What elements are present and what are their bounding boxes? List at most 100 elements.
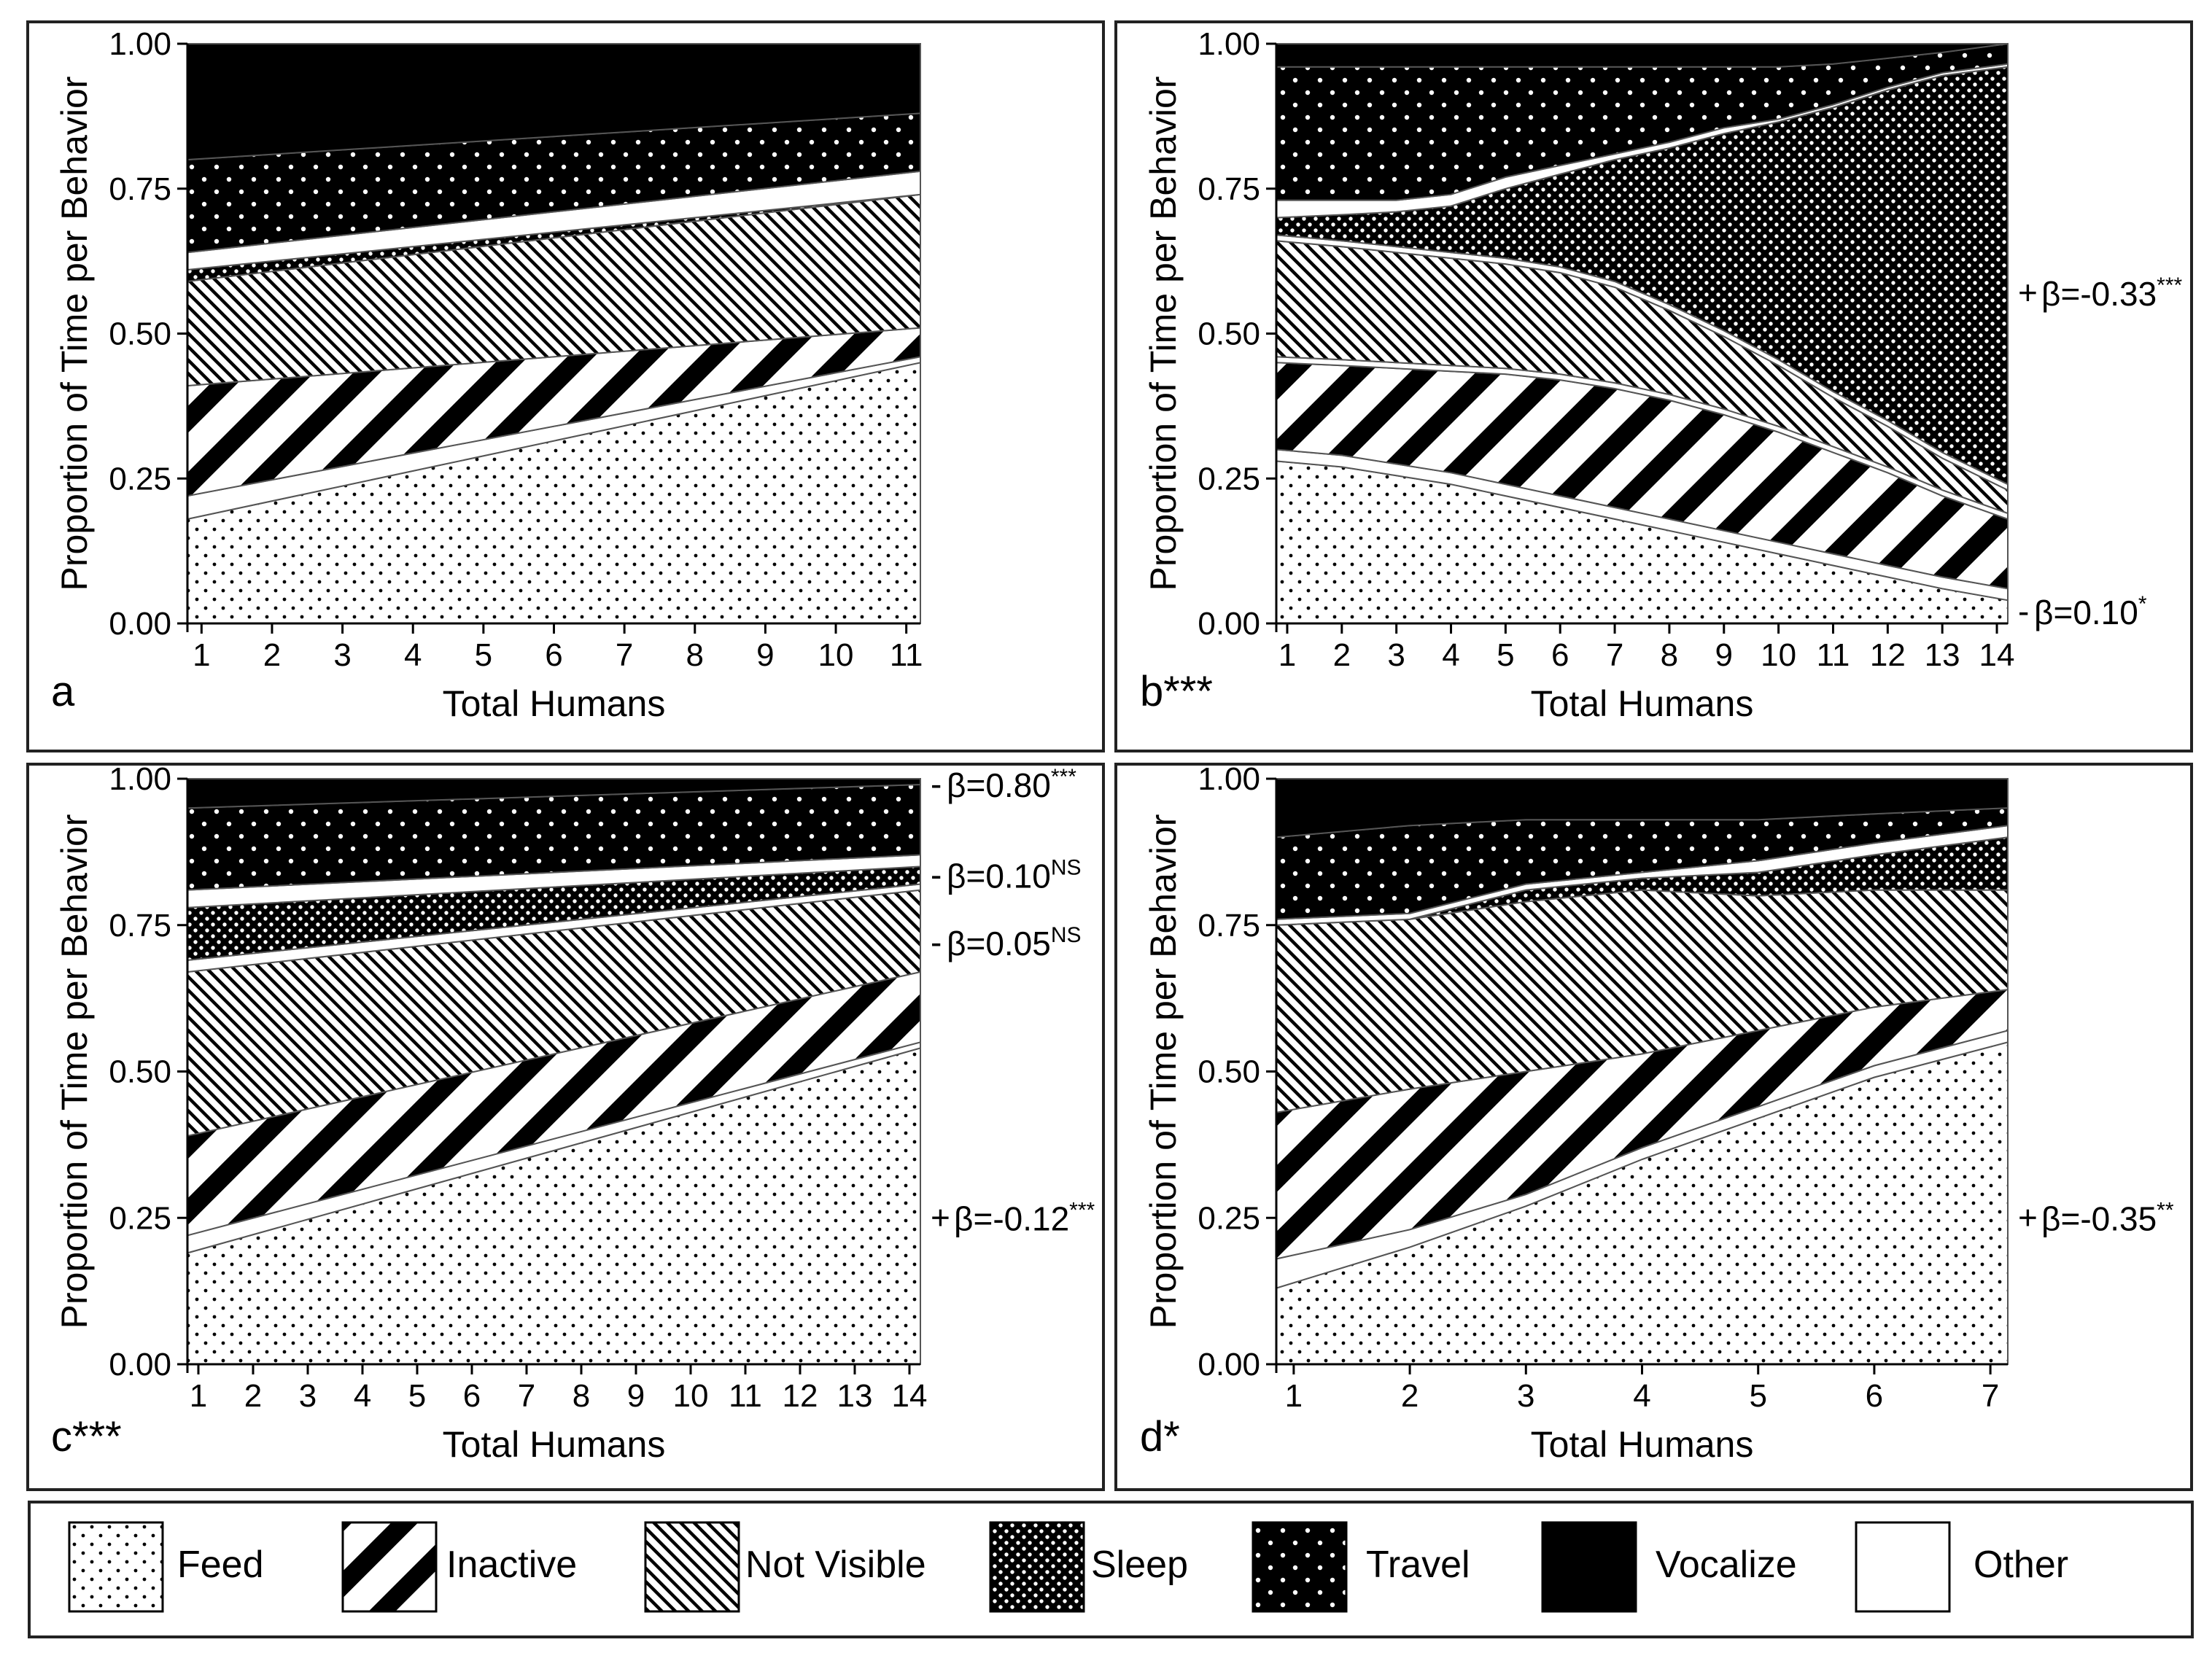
panel-b-xtick-label: 12 <box>1870 637 1906 673</box>
panel-c-areas <box>187 778 921 1365</box>
legend-swatch-vocalize <box>1541 1521 1637 1613</box>
panel-b: 0.000.250.500.751.001 2 3 4 5 6 7 8 9 10 11 12 13 14T… <box>1114 20 2193 752</box>
legend-swatch-feed <box>68 1521 164 1613</box>
panel-c-ytick-label: 0.50 <box>109 1054 171 1090</box>
panel-d-area-vocalize-7 <box>1276 778 2009 839</box>
panel-c-beta-text: β=0.10NS <box>947 855 1082 895</box>
panel-a-ytick-label: 1.00 <box>109 26 171 62</box>
legend-swatch-travel <box>1251 1521 1348 1613</box>
panel-d-ytick-label: 0.50 <box>1198 1054 1260 1090</box>
panel-b-label: b*** <box>1140 668 1213 715</box>
panel-d-xtick-label: 1 <box>1285 1378 1303 1414</box>
legend-swatch-notvisible <box>644 1521 740 1613</box>
panel-a-xtick-label: 7 <box>616 637 633 673</box>
panel-d-areas <box>1276 778 2009 1365</box>
panel-c-ytick-label: 1.00 <box>109 761 171 797</box>
panel-c-beta-sign: - <box>931 923 942 961</box>
panel-c-ytick-label: 0.00 <box>109 1347 171 1382</box>
panel-c-xtick-label: 12 <box>783 1378 818 1414</box>
panel-b-beta-annotation: - β=0.10* <box>2018 592 2147 631</box>
legend-swatch-inactive <box>341 1521 438 1613</box>
panel-b-ytick-label: 1.00 <box>1198 26 1260 62</box>
panel-a-ytick-label: 0.00 <box>109 606 171 642</box>
panel-b-xtick-label: 11 <box>1817 637 1850 673</box>
panel-b-xtick-label: 4 <box>1442 637 1459 673</box>
legend-swatch-sleep <box>989 1521 1085 1613</box>
legend-swatch-other <box>1855 1521 1951 1613</box>
legend-label-other: Other <box>1974 1544 2068 1586</box>
panel-b-x-label: Total Humans <box>1531 683 1754 724</box>
panel-a-xtick-label: 1 <box>193 637 210 673</box>
panel-b-xtick-label: 2 <box>1333 637 1351 673</box>
panel-a-xtick-label: 2 <box>263 637 281 673</box>
panel-b-area-vocalize-9 <box>1276 43 2009 68</box>
panel-b-xtick-label: 10 <box>1761 637 1796 673</box>
panel-b-beta-sign: - <box>2018 592 2029 630</box>
panel-d-y-label: Proportion of Time per Behavior <box>1143 814 1184 1329</box>
panel-c-ytick-label: 0.25 <box>109 1200 171 1236</box>
legend-label-notvisible: Not Visible <box>745 1544 926 1586</box>
panel-c-beta-annotation: - β=0.80*** <box>931 765 1076 804</box>
panel-c-xtick-label: 2 <box>244 1378 262 1414</box>
panel-d-xtick-label: 7 <box>1982 1378 1999 1414</box>
panel-c-frame <box>26 763 1105 1491</box>
panel-c-xtick-label: 6 <box>463 1378 481 1414</box>
panel-a-xtick-label: 11 <box>890 637 923 673</box>
panel-b-xtick-label: 5 <box>1497 637 1514 673</box>
panel-a-frame <box>26 20 1105 752</box>
legend-label-sleep: Sleep <box>1091 1544 1188 1586</box>
panel-c-beta-annotation: - β=0.05NS <box>931 923 1082 962</box>
panel-d-xtick-label: 5 <box>1749 1378 1766 1414</box>
panel-b-xtick-label: 8 <box>1661 637 1678 673</box>
panel-b-areas <box>1276 42 2009 624</box>
panel-a-xtick-label: 4 <box>404 637 422 673</box>
panel-b-beta-text: β=0.10* <box>2034 592 2147 631</box>
panel-c-beta-text: β=-0.12*** <box>954 1198 1095 1237</box>
panel-d-x-label: Total Humans <box>1531 1424 1754 1465</box>
panel-c-xtick-label: 13 <box>837 1378 873 1414</box>
panel-c-xtick-label: 4 <box>354 1378 371 1414</box>
panel-a: 0.00 0.25 0.50 0.75 1.00 1 2 3 4 5 6 7 8 9 10 11 Total H… <box>26 20 1105 752</box>
panel-a-ytick-label: 0.75 <box>109 171 171 207</box>
panel-b-xtick-label: 9 <box>1715 637 1733 673</box>
panel-b-frame <box>1114 20 2193 752</box>
panel-a-ytick-label: 0.25 <box>109 461 171 497</box>
panel-a-xtick-label: 6 <box>545 637 562 673</box>
panel-c-xtick-label: 7 <box>518 1378 535 1414</box>
panel-c: 0.000.250.500.751.001 2 3 4 5 6 7 8 9 10 11 12 13 14T… <box>26 761 1105 1491</box>
panel-c-xtick-label: 3 <box>299 1378 317 1414</box>
panel-c-beta-sign: + <box>931 1198 950 1236</box>
panel-b-ytick-label: 0.50 <box>1198 316 1260 352</box>
panel-b-beta-text: β=-0.33*** <box>2041 273 2183 313</box>
panel-c-xtick-label: 10 <box>673 1378 709 1414</box>
panel-a-x-label: Total Humans <box>443 683 666 724</box>
panel-b-ytick-label: 0.00 <box>1198 606 1260 642</box>
panel-d-beta-sign: + <box>2018 1198 2038 1236</box>
panel-d-beta-text: β=-0.35** <box>2041 1198 2174 1237</box>
panel-c-ytick-label: 0.75 <box>109 908 171 944</box>
legend-label-inactive: Inactive <box>446 1544 577 1586</box>
panel-c-beta-annotation: + β=-0.12*** <box>931 1198 1095 1237</box>
panel-c-xtick-label: 8 <box>573 1378 590 1414</box>
panel-a-ytick-label: 0.50 <box>109 316 171 352</box>
panel-b-ytick-label: 0.25 <box>1198 461 1260 497</box>
panel-b-xtick-label: 7 <box>1606 637 1623 673</box>
panel-a-xtick-label: 8 <box>686 637 704 673</box>
legend-label-feed: Feed <box>177 1544 264 1586</box>
panel-d-label: d* <box>1140 1413 1180 1460</box>
panel-b-xtick-label: 3 <box>1387 637 1405 673</box>
panel-d-xtick-label: 3 <box>1517 1378 1534 1414</box>
panel-b-y-label: Proportion of Time per Behavior <box>1143 77 1184 591</box>
panel-b-xtick-label: 14 <box>1979 637 2015 673</box>
panel-a-xtick-label: 9 <box>756 637 774 673</box>
panel-d: 0.00 0.25 0.50 0.75 1.00 1 2 3 4 5 6 7 Total Humans P… <box>1114 761 2193 1491</box>
panel-c-xtick-label: 11 <box>729 1378 762 1414</box>
panel-d-frame <box>1114 763 2193 1491</box>
panel-d-ytick-label: 0.25 <box>1198 1200 1260 1236</box>
legend-label-travel: Travel <box>1366 1544 1470 1586</box>
panel-d-ytick-label: 0.00 <box>1198 1347 1260 1382</box>
panel-d-beta-annotation: + β=-0.35** <box>2018 1198 2174 1237</box>
panel-b-beta-sign: + <box>2018 273 2038 311</box>
panel-b-beta-annotation: + β=-0.33*** <box>2018 273 2183 313</box>
